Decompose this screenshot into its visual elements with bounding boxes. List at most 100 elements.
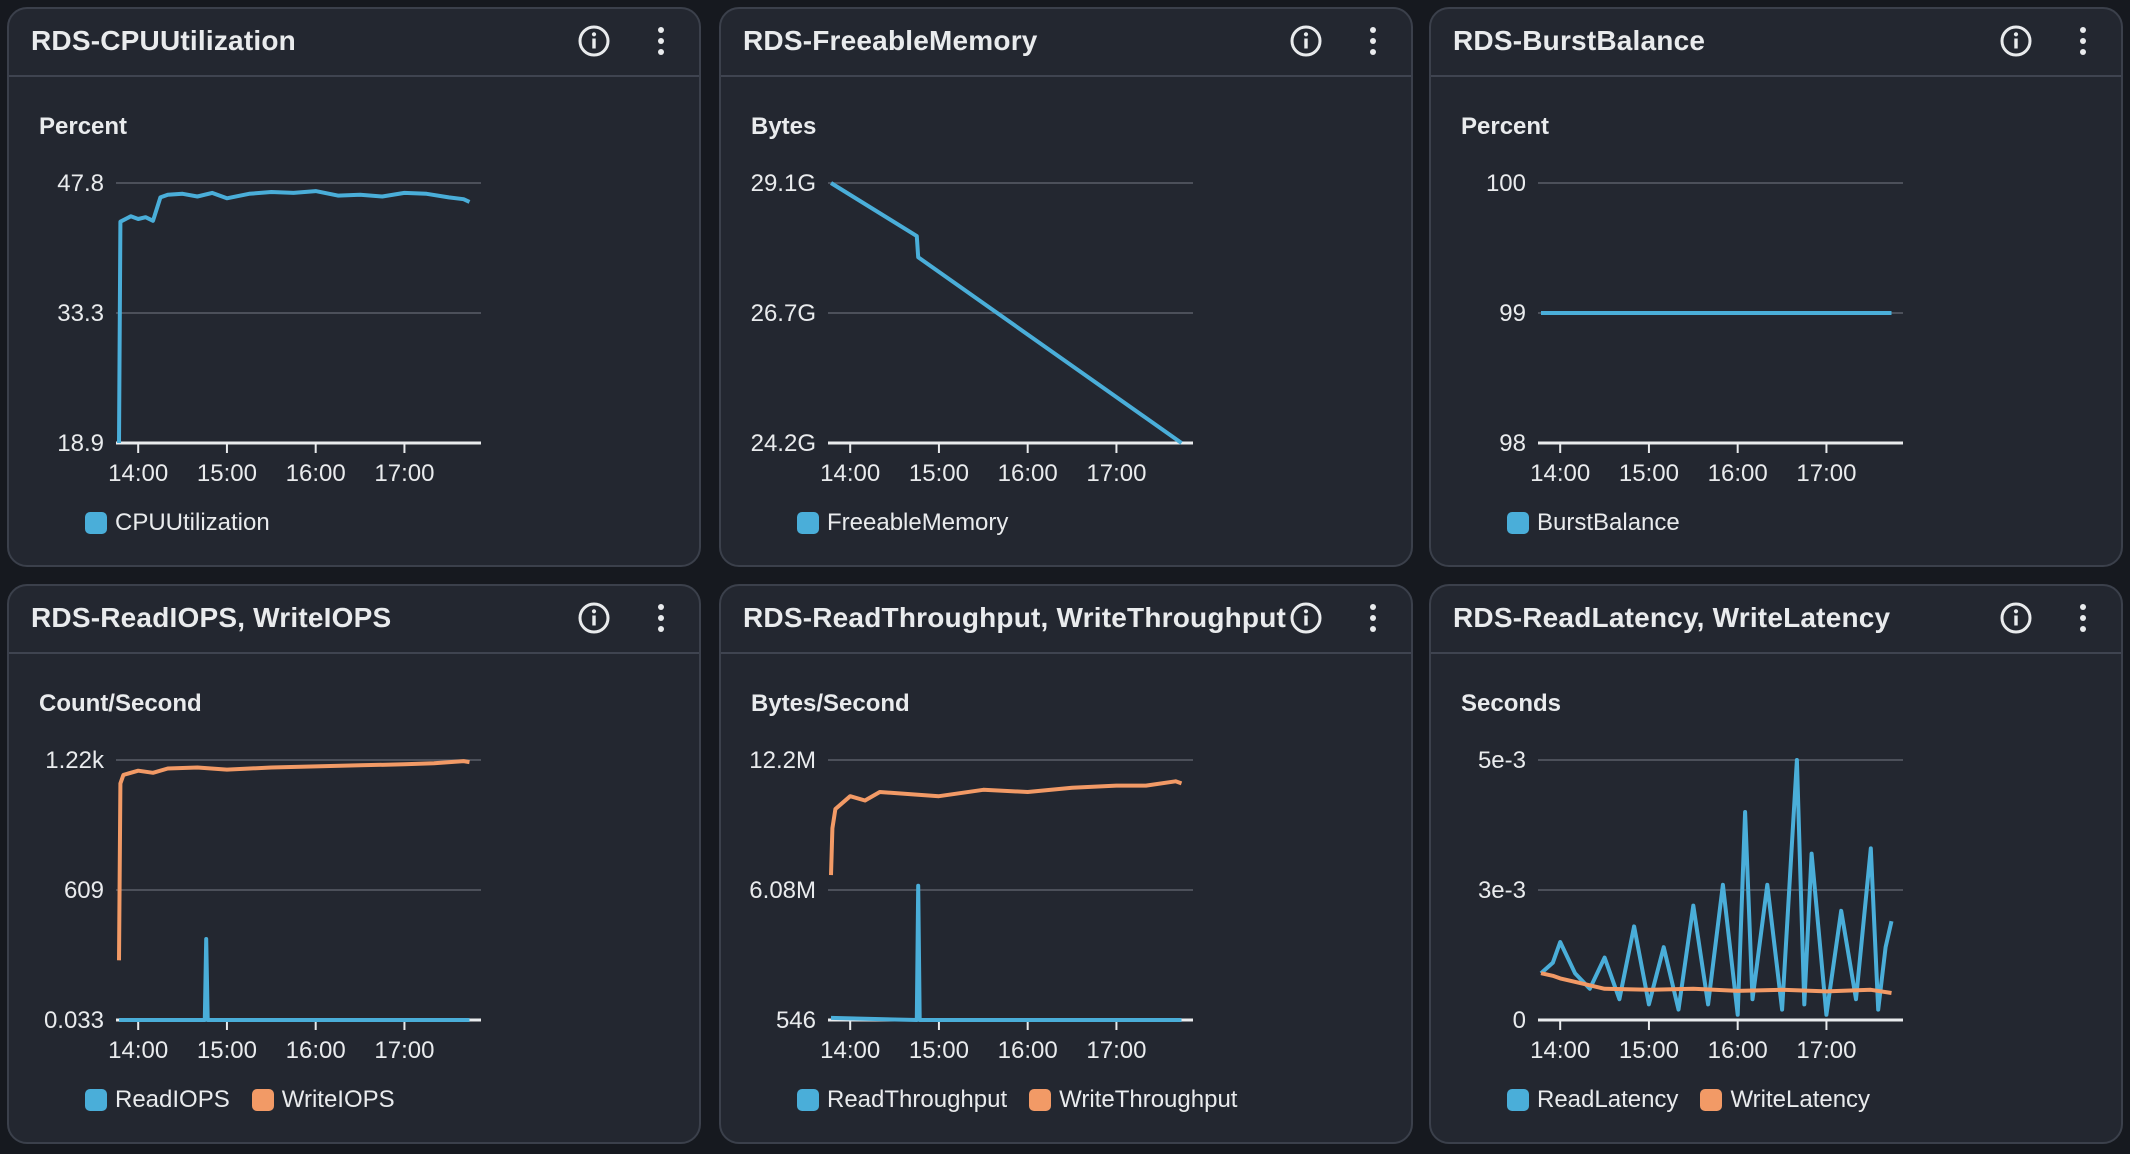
widget-read-write-iops: RDS-ReadIOPS, WriteIOPS Count/Second 1.2… — [7, 584, 701, 1144]
x-tick-label: 17:00 — [1086, 1037, 1146, 1064]
info-circle-icon[interactable] — [577, 24, 611, 58]
legend-item-freeablememory[interactable]: FreeableMemory — [797, 509, 1008, 537]
legend-item-writethroughput[interactable]: WriteThroughput — [1029, 1086, 1237, 1114]
series-line-readiops[interactable] — [119, 937, 470, 1022]
more-vertical-icon[interactable] — [651, 24, 671, 58]
chart-legend: CPUUtilization — [85, 509, 270, 537]
y-tick-label: 18.9 — [57, 430, 104, 457]
x-tick-label: 17:00 — [374, 460, 434, 487]
series-line-readthroughput[interactable] — [830, 883, 1182, 1022]
more-vertical-icon[interactable] — [2073, 601, 2093, 635]
y-tick-label: 1.22k — [45, 747, 105, 774]
legend-label: ReadThroughput — [827, 1086, 1008, 1113]
x-tick-label: 16:00 — [1708, 1037, 1768, 1064]
y-tick-label: 0.033 — [44, 1007, 104, 1034]
y-axis-unit-label: Count/Second — [39, 690, 202, 717]
x-tick-label: 15:00 — [1619, 1037, 1679, 1064]
legend-swatch — [1507, 1089, 1529, 1111]
x-tick-label: 16:00 — [1708, 460, 1768, 487]
x-tick-label: 16:00 — [286, 460, 346, 487]
widget-header: RDS-ReadLatency, WriteLatency — [1431, 586, 2121, 654]
more-vertical-icon[interactable] — [651, 601, 671, 635]
legend-label: CPUUtilization — [115, 509, 270, 536]
x-tick-label: 14:00 — [1530, 1037, 1590, 1064]
series-line-freeablememory[interactable] — [829, 181, 1183, 445]
x-tick-label: 15:00 — [1619, 460, 1679, 487]
series-line-writeiops[interactable] — [117, 759, 470, 961]
y-tick-label: 100 — [1486, 170, 1526, 197]
legend-label: ReadLatency — [1537, 1086, 1679, 1113]
x-tick-label: 15:00 — [197, 460, 257, 487]
series-line-cpuutilization[interactable] — [117, 189, 471, 444]
y-tick-label: 609 — [64, 877, 104, 904]
x-tick-label: 16:00 — [998, 460, 1058, 487]
series-line-readlatency[interactable] — [1539, 758, 1894, 1017]
y-axis-unit-label: Bytes — [751, 113, 817, 140]
x-tick-label: 17:00 — [1086, 460, 1146, 487]
chart-legend: ReadThroughput WriteThroughput — [797, 1086, 1237, 1114]
x-tick-label: 15:00 — [909, 460, 969, 487]
more-vertical-icon[interactable] — [1363, 24, 1383, 58]
more-vertical-icon[interactable] — [2073, 24, 2093, 58]
legend-item-readlatency[interactable]: ReadLatency — [1507, 1086, 1678, 1114]
widget-read-write-latency: RDS-ReadLatency, WriteLatency Seconds 5e… — [1429, 584, 2123, 1144]
chart-legend: ReadLatency WriteLatency — [1507, 1086, 1870, 1114]
y-tick-label: 12.2M — [749, 747, 816, 774]
legend-label: WriteThroughput — [1059, 1086, 1238, 1113]
legend-label: FreeableMemory — [827, 509, 1009, 536]
legend-item-writeiops[interactable]: WriteIOPS — [251, 1086, 395, 1114]
legend-item-readthroughput[interactable]: ReadThroughput — [797, 1086, 1007, 1114]
chart-legend: BurstBalance — [1507, 509, 1680, 537]
widget-freeable-memory: RDS-FreeableMemory Bytes 29.1G 26.7G 24.2G… — [719, 7, 1413, 567]
y-tick-label: 99 — [1499, 300, 1526, 327]
legend-label: WriteIOPS — [281, 1086, 395, 1113]
y-axis-unit-label: Percent — [1461, 113, 1550, 140]
series-line-writelatency[interactable] — [1540, 971, 1892, 995]
widget-title: RDS-BurstBalance — [1453, 25, 1706, 56]
y-tick-label: 5e-3 — [1478, 747, 1526, 774]
x-tick-label: 17:00 — [1796, 460, 1856, 487]
legend-item-readiops[interactable]: ReadIOPS — [85, 1086, 230, 1114]
widget-read-write-throughput: RDS-ReadThroughput, WriteThroughput Byte… — [719, 584, 1413, 1144]
series-line-writethroughput[interactable] — [829, 779, 1183, 876]
widget-burst-balance: RDS-BurstBalance Percent 100 99 98 14:00 15:… — [1429, 7, 2123, 567]
chart-legend: ReadIOPS WriteIOPS — [85, 1086, 395, 1114]
x-tick-label: 15:00 — [197, 1037, 257, 1064]
legend-swatch — [251, 1089, 274, 1111]
widget-header: RDS-CPUUtilization — [9, 9, 699, 77]
legend-swatch — [1029, 1089, 1052, 1111]
x-tick-label: 16:00 — [286, 1037, 346, 1064]
legend-item-burstbalance[interactable]: BurstBalance — [1507, 509, 1680, 537]
info-circle-icon[interactable] — [577, 601, 611, 635]
x-tick-label: 14:00 — [108, 460, 168, 487]
line-chart: 5e-3 3e-3 014:00 15:00 16:00 17:00 — [1478, 747, 1903, 1064]
y-tick-label: 26.7G — [751, 300, 816, 327]
legend-swatch — [1700, 1089, 1723, 1111]
widget-header: RDS-ReadIOPS, WriteIOPS — [9, 586, 699, 654]
x-tick-label: 16:00 — [998, 1037, 1058, 1064]
info-circle-icon[interactable] — [1289, 601, 1323, 635]
info-circle-icon[interactable] — [1999, 24, 2033, 58]
y-tick-label: 29.1G — [751, 170, 816, 197]
y-tick-label: 546 — [776, 1007, 816, 1034]
chart-legend: FreeableMemory — [797, 509, 1008, 537]
legend-item-cpuutilization[interactable]: CPUUtilization — [85, 509, 270, 537]
widget-title: RDS-ReadIOPS, WriteIOPS — [31, 602, 392, 633]
y-tick-label: 98 — [1499, 430, 1526, 457]
x-tick-label: 14:00 — [820, 1037, 880, 1064]
line-chart: 47.8 33.3 18.914:00 15:00 16:00 17:00 — [57, 170, 481, 487]
x-tick-label: 17:00 — [374, 1037, 434, 1064]
y-tick-label: 3e-3 — [1478, 877, 1526, 904]
info-circle-icon[interactable] — [1999, 601, 2033, 635]
x-tick-label: 14:00 — [1530, 460, 1590, 487]
legend-item-writelatency[interactable]: WriteLatency — [1700, 1086, 1870, 1114]
x-tick-label: 15:00 — [909, 1037, 969, 1064]
info-circle-icon[interactable] — [1289, 24, 1323, 58]
y-axis-unit-label: Bytes/Second — [751, 690, 910, 717]
more-vertical-icon[interactable] — [1363, 601, 1383, 635]
y-tick-label: 47.8 — [57, 170, 104, 197]
y-tick-label: 24.2G — [751, 430, 816, 457]
x-tick-label: 14:00 — [820, 460, 880, 487]
